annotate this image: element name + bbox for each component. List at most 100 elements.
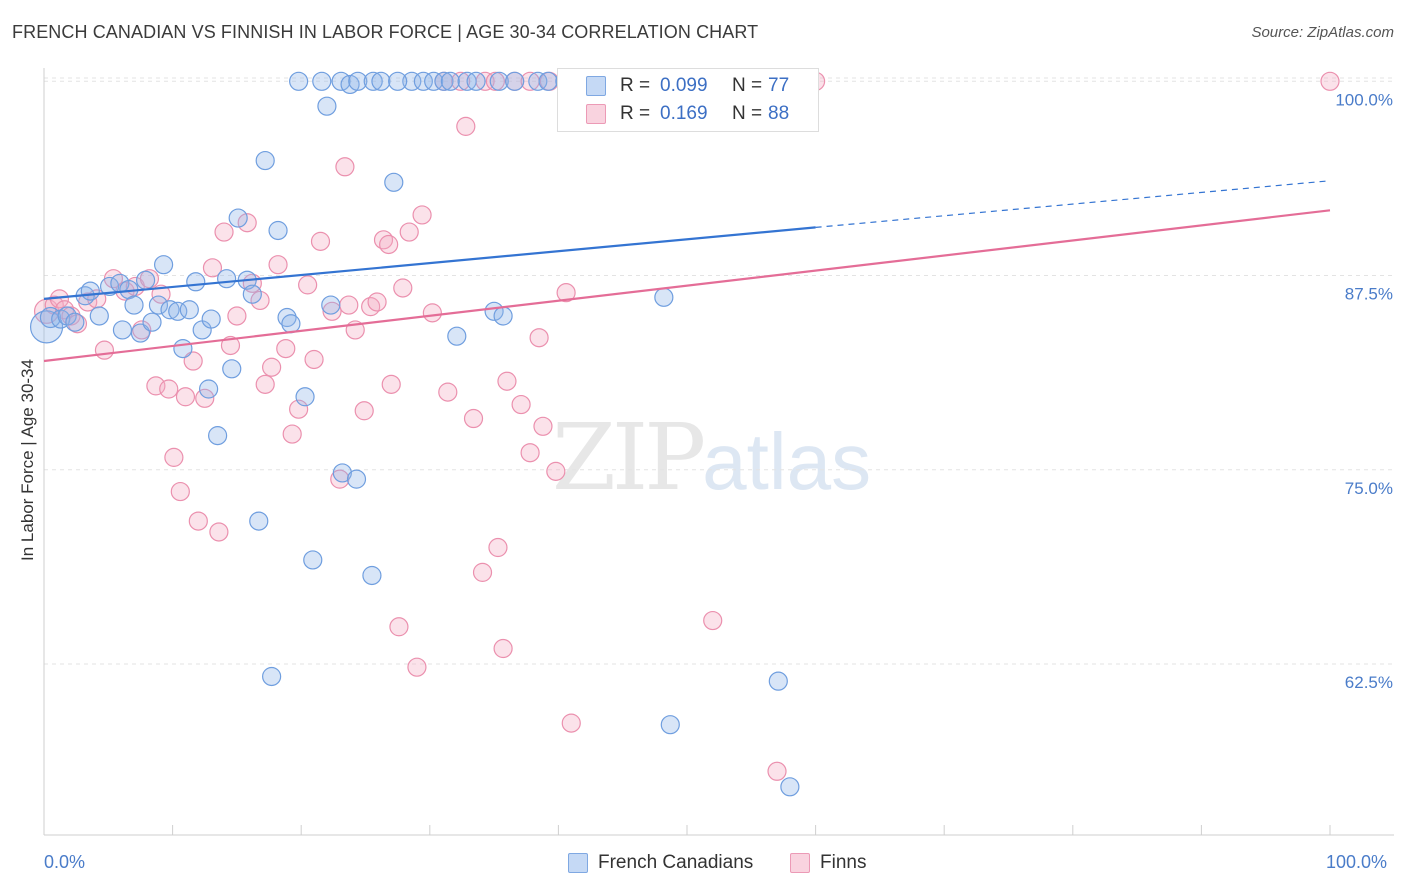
data-point bbox=[780, 777, 800, 797]
data-point bbox=[255, 374, 275, 394]
data-point bbox=[389, 617, 409, 637]
data-point bbox=[407, 657, 427, 677]
data-point bbox=[282, 424, 302, 444]
data-point bbox=[388, 71, 408, 91]
data-point bbox=[281, 314, 301, 334]
data-point bbox=[298, 275, 318, 295]
grid bbox=[44, 77, 1394, 665]
data-point bbox=[538, 71, 558, 91]
data-point bbox=[124, 295, 144, 315]
data-point bbox=[413, 71, 433, 91]
data-point bbox=[451, 71, 471, 91]
finns-points bbox=[33, 71, 1340, 781]
data-point bbox=[371, 71, 391, 91]
data-point bbox=[379, 234, 399, 255]
legend-n-label: N = bbox=[732, 75, 763, 96]
data-point bbox=[335, 157, 355, 177]
data-point bbox=[321, 295, 341, 315]
data-point bbox=[348, 71, 368, 91]
data-point bbox=[44, 295, 64, 315]
series-legend: French Canadians Finns bbox=[0, 852, 1406, 876]
data-point bbox=[493, 306, 513, 326]
source-credit: Source: ZipAtlas.com bbox=[1251, 24, 1394, 41]
data-point bbox=[654, 287, 674, 307]
data-point bbox=[533, 416, 553, 436]
data-point bbox=[228, 208, 248, 228]
trend-line-french-canadians bbox=[43, 226, 816, 300]
data-point bbox=[561, 713, 581, 733]
series-legend-french-canadians[interactable]: French Canadians bbox=[568, 852, 753, 874]
data-point bbox=[310, 231, 331, 251]
french-canadians-points bbox=[29, 71, 800, 797]
data-point bbox=[354, 401, 374, 421]
data-point bbox=[447, 326, 467, 346]
data-point bbox=[303, 550, 323, 570]
y-tick-label: 62.5% bbox=[1345, 673, 1393, 692]
data-point bbox=[170, 481, 190, 502]
legend-r-label: R = bbox=[620, 103, 651, 124]
trend-line-finns bbox=[43, 209, 1331, 363]
legend-n-value: 88 bbox=[768, 103, 790, 124]
data-point bbox=[175, 387, 196, 407]
data-point bbox=[227, 306, 247, 326]
data-point bbox=[767, 761, 787, 781]
data-point bbox=[214, 222, 234, 242]
data-point bbox=[65, 312, 85, 332]
data-point bbox=[249, 511, 269, 531]
data-point bbox=[434, 71, 454, 91]
data-point bbox=[363, 71, 383, 91]
y-tick-labels: 62.5% 75.0% 87.5% 100.0% bbox=[1335, 90, 1393, 692]
y-tick-label: 87.5% bbox=[1345, 285, 1393, 304]
data-point bbox=[262, 357, 282, 377]
data-point bbox=[488, 537, 508, 558]
data-point bbox=[511, 394, 531, 415]
data-point bbox=[384, 172, 404, 192]
data-point bbox=[703, 610, 723, 631]
data-point bbox=[456, 116, 476, 136]
data-point bbox=[497, 371, 517, 391]
data-point bbox=[164, 447, 184, 467]
data-point bbox=[135, 270, 156, 290]
x-tick-label-max: 100.0% bbox=[1326, 852, 1388, 872]
data-point bbox=[489, 71, 509, 91]
data-point bbox=[237, 213, 257, 233]
data-point bbox=[208, 426, 228, 446]
data-point bbox=[289, 399, 309, 419]
data-point bbox=[179, 300, 199, 320]
data-point bbox=[186, 272, 206, 292]
data-point bbox=[142, 312, 162, 332]
data-point bbox=[768, 671, 788, 691]
data-point bbox=[202, 258, 223, 278]
data-point bbox=[332, 463, 352, 483]
data-point bbox=[268, 255, 288, 275]
x-tick-label-min: 0.0% bbox=[44, 852, 86, 872]
data-point bbox=[340, 74, 360, 95]
data-point bbox=[160, 300, 180, 320]
legend-r-label: R = bbox=[620, 75, 651, 96]
data-point bbox=[255, 150, 275, 171]
data-point bbox=[94, 340, 115, 360]
series-legend-finns[interactable]: Finns bbox=[790, 852, 866, 874]
data-point bbox=[367, 292, 387, 312]
watermark-atlas: atlas bbox=[702, 417, 872, 506]
legend-n-value: 77 bbox=[768, 75, 790, 96]
data-point bbox=[173, 338, 193, 359]
axes bbox=[43, 68, 1394, 836]
data-point bbox=[220, 335, 241, 356]
data-point bbox=[217, 269, 237, 289]
data-point bbox=[505, 71, 525, 91]
data-point bbox=[466, 71, 486, 91]
data-point bbox=[159, 379, 179, 399]
watermark: ZIPatlas bbox=[552, 404, 871, 511]
data-point bbox=[57, 306, 77, 326]
data-point bbox=[463, 408, 484, 429]
data-point bbox=[250, 290, 270, 311]
data-point bbox=[201, 309, 221, 329]
y-tick-label: 100.0% bbox=[1335, 90, 1393, 109]
data-point bbox=[262, 666, 282, 687]
data-point bbox=[188, 511, 208, 531]
data-point bbox=[528, 71, 548, 91]
data-point bbox=[304, 349, 324, 370]
data-point bbox=[289, 71, 309, 91]
